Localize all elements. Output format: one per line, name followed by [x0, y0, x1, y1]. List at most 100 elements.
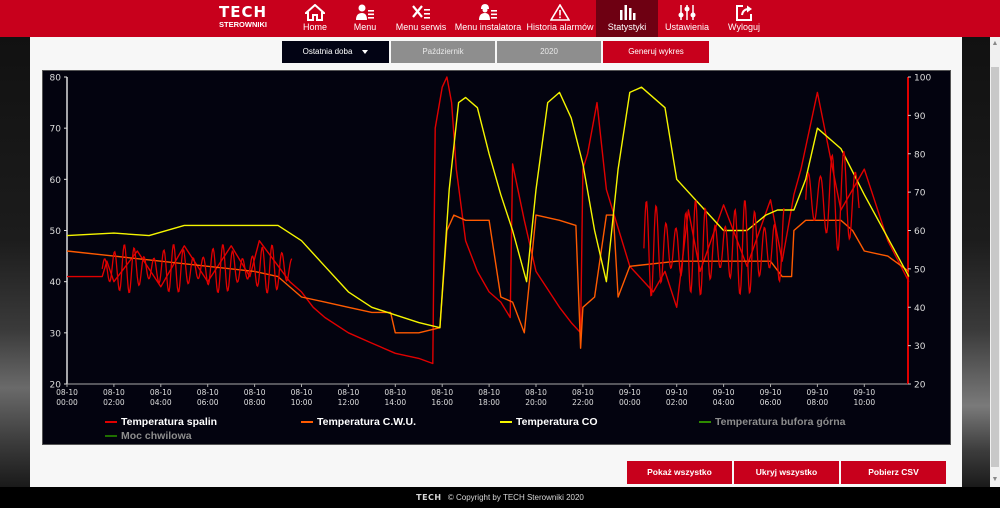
svg-text:60: 60	[50, 176, 62, 186]
footer-logo: TECH	[416, 493, 442, 502]
nav-menu[interactable]: Menu	[340, 0, 390, 37]
nav-statystyki[interactable]: Statystyki	[596, 0, 658, 37]
svg-text:10:00: 10:00	[853, 398, 875, 407]
svg-text:10:00: 10:00	[291, 398, 313, 407]
svg-text:09-10: 09-10	[853, 388, 875, 397]
tech-logo[interactable]: TECH STEROWNIKI	[212, 5, 274, 30]
svg-text:06:00: 06:00	[760, 398, 782, 407]
show-all-button[interactable]: Pokaż wszystko	[627, 461, 732, 484]
month-select[interactable]: Październik	[391, 41, 495, 63]
legend-swatch	[105, 435, 117, 438]
legend-label: Temperatura bufora górna	[715, 416, 846, 428]
svg-text:08:00: 08:00	[807, 398, 829, 407]
nav-wyloguj[interactable]: Wyloguj	[716, 0, 772, 37]
svg-text:80: 80	[914, 150, 926, 160]
home-icon	[305, 4, 325, 21]
svg-text:50: 50	[914, 265, 926, 275]
svg-text:50: 50	[50, 227, 62, 237]
svg-text:08-10: 08-10	[150, 388, 172, 397]
scroll-down-icon[interactable]: ▼	[991, 476, 999, 483]
legend-temperatura-spalin[interactable]: Temperatura spalin	[105, 416, 217, 428]
logo-sub: STEROWNIKI	[219, 20, 267, 29]
svg-text:08-10: 08-10	[244, 388, 266, 397]
sliders-icon	[678, 5, 696, 20]
chart-canvas: 2030405060708008-1000:0008-1002:0008-100…	[50, 74, 932, 408]
legend-swatch	[105, 421, 117, 424]
svg-text:30: 30	[914, 342, 926, 352]
svg-text:90: 90	[914, 112, 926, 122]
nav-menu-instalatora[interactable]: Menu instalatora	[452, 0, 524, 37]
footer: TECH © Copyright by TECH Sterowniki 2020	[0, 487, 1000, 508]
svg-text:20: 20	[914, 381, 926, 391]
svg-text:22:00: 22:00	[572, 398, 594, 407]
hide-all-button[interactable]: Ukryj wszystko	[734, 461, 839, 484]
svg-text:06:00: 06:00	[197, 398, 219, 407]
legend-temperatura-co[interactable]: Temperatura CO	[500, 416, 598, 428]
download-csv-button[interactable]: Pobierz CSV	[841, 461, 946, 484]
background-left	[0, 37, 30, 487]
background-right	[962, 37, 990, 487]
logo-main: TECH	[218, 3, 268, 21]
svg-text:80: 80	[50, 74, 62, 84]
caret-down-icon	[362, 49, 369, 54]
nav-menu-serwis[interactable]: Menu serwis	[390, 0, 452, 37]
installer-icon	[479, 4, 497, 20]
svg-text:00:00: 00:00	[56, 398, 78, 407]
warning-icon	[550, 4, 570, 21]
nav-label: Menu serwis	[395, 22, 447, 32]
user-menu-icon	[356, 4, 374, 20]
svg-text:08-10: 08-10	[197, 388, 219, 397]
svg-text:08-10: 08-10	[431, 388, 453, 397]
top-navbar: TECH STEROWNIKI Home Menu Menu serwis Me…	[0, 0, 1000, 37]
svg-text:09-10: 09-10	[713, 388, 735, 397]
legend-label: Temperatura spalin	[121, 416, 218, 428]
temperature-chart[interactable]: 20 30 40 50 60 70 80 08-10 00:00 08-10 02:00 08-10 0…	[42, 70, 951, 445]
svg-text:12:00: 12:00	[338, 398, 360, 407]
nav-label: Ustawienia	[664, 22, 710, 32]
nav-label: Historia alarmów	[526, 22, 594, 32]
svg-text:08-10: 08-10	[338, 388, 360, 397]
legend-temperatura-bufora-gorna[interactable]: Temperatura bufora górna	[699, 416, 846, 428]
legend-label: Moc chwilowa	[121, 430, 192, 442]
svg-text:100: 100	[914, 74, 931, 84]
svg-text:08:00: 08:00	[244, 398, 266, 407]
svg-text:02:00: 02:00	[666, 398, 688, 407]
svg-text:40: 40	[914, 304, 926, 314]
svg-text:08-10: 08-10	[525, 388, 547, 397]
legend-label: Temperatura CO	[516, 416, 598, 428]
nav-ustawienia[interactable]: Ustawienia	[658, 0, 716, 37]
legend-temperatura-cwu[interactable]: Temperatura C.W.U.	[301, 416, 416, 428]
nav-home[interactable]: Home	[290, 0, 340, 37]
bar-chart-icon	[620, 5, 636, 20]
chart-actions: Pokaż wszystko Ukryj wszystko Pobierz CS…	[627, 461, 946, 484]
legend-label: Temperatura C.W.U.	[317, 416, 416, 428]
main-nav: Home Menu Menu serwis Menu instalatora H…	[290, 0, 772, 37]
svg-text:70: 70	[50, 125, 62, 135]
legend-moc-chwilowa[interactable]: Moc chwilowa	[105, 430, 192, 442]
svg-text:02:00: 02:00	[103, 398, 125, 407]
svg-text:08-10: 08-10	[478, 388, 500, 397]
nav-label: Wyloguj	[728, 22, 760, 32]
svg-text:09-10: 09-10	[807, 388, 829, 397]
svg-text:00:00: 00:00	[619, 398, 641, 407]
nav-label: Menu instalatora	[454, 22, 522, 32]
legend-swatch	[301, 421, 313, 424]
scrollbar-thumb[interactable]	[991, 67, 999, 467]
nav-label: Menu	[353, 22, 377, 32]
svg-text:20:00: 20:00	[525, 398, 547, 407]
scroll-up-icon[interactable]: ▲	[991, 40, 999, 47]
year-select[interactable]: 2020	[497, 41, 601, 63]
svg-text:70: 70	[914, 189, 926, 199]
page-scrollbar[interactable]: ▲ ▼	[990, 37, 1000, 487]
svg-text:14:00: 14:00	[384, 398, 406, 407]
chart-filters: Ostatnia doba Październik 2020 Generuj w…	[282, 41, 709, 63]
generate-chart-button[interactable]: Generuj wykres	[603, 41, 709, 63]
svg-text:20: 20	[50, 381, 62, 391]
svg-text:18:00: 18:00	[478, 398, 500, 407]
range-select[interactable]: Ostatnia doba	[282, 41, 389, 63]
svg-text:09-10: 09-10	[619, 388, 641, 397]
svg-text:08-10: 08-10	[384, 388, 406, 397]
svg-text:60: 60	[914, 227, 926, 237]
nav-historia-alarmow[interactable]: Historia alarmów	[524, 0, 596, 37]
svg-text:09-10: 09-10	[760, 388, 782, 397]
